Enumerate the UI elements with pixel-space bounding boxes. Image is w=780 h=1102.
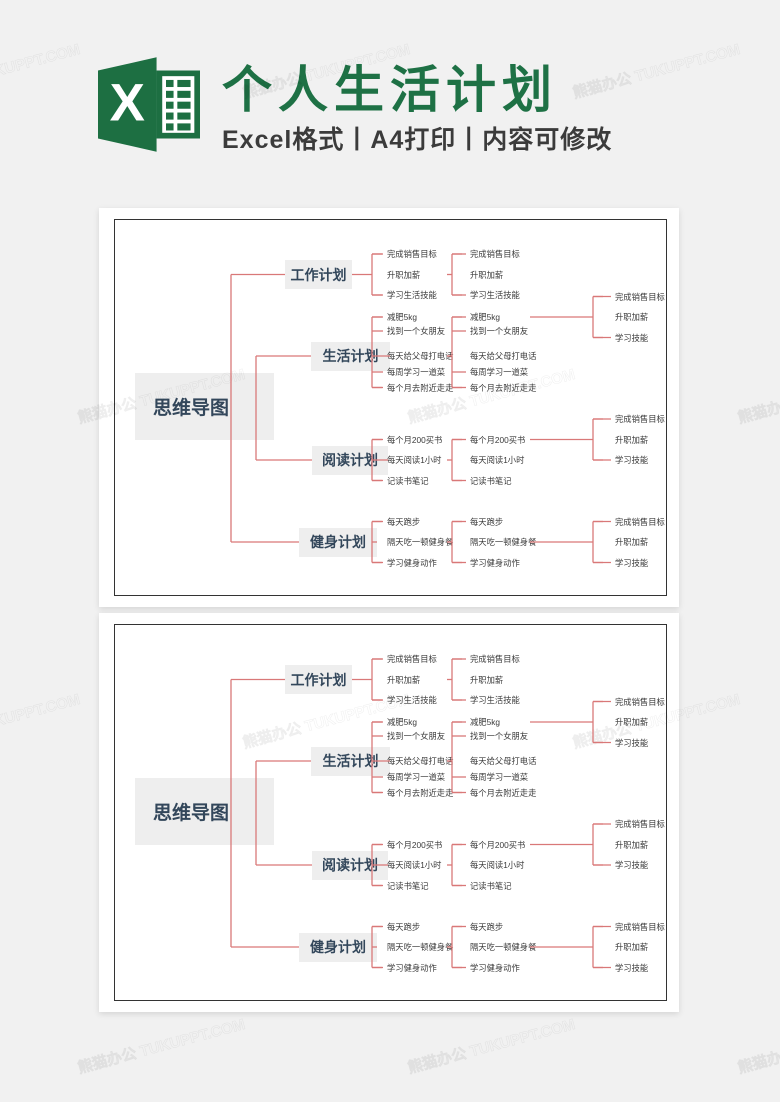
svg-text:X: X — [110, 74, 145, 133]
